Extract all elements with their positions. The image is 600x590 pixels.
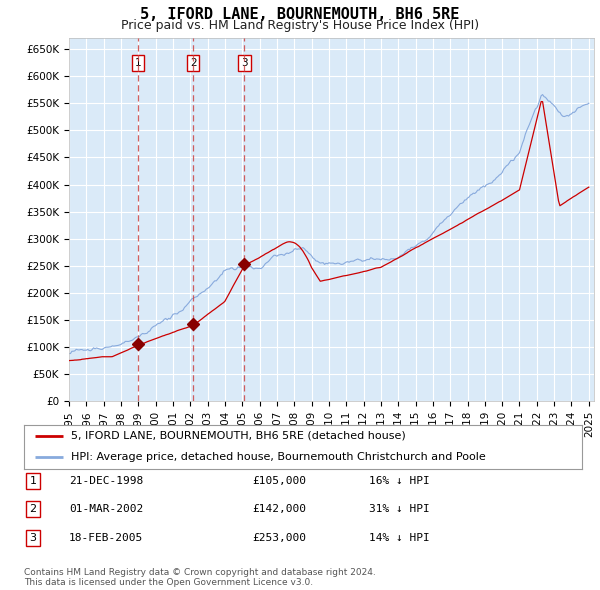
Text: 5, IFORD LANE, BOURNEMOUTH, BH6 5RE (detached house): 5, IFORD LANE, BOURNEMOUTH, BH6 5RE (det… — [71, 431, 406, 441]
Text: HPI: Average price, detached house, Bournemouth Christchurch and Poole: HPI: Average price, detached house, Bour… — [71, 452, 486, 461]
Text: £105,000: £105,000 — [252, 476, 306, 486]
Text: 5, IFORD LANE, BOURNEMOUTH, BH6 5RE: 5, IFORD LANE, BOURNEMOUTH, BH6 5RE — [140, 7, 460, 22]
Text: Price paid vs. HM Land Registry's House Price Index (HPI): Price paid vs. HM Land Registry's House … — [121, 19, 479, 32]
Text: Contains HM Land Registry data © Crown copyright and database right 2024.
This d: Contains HM Land Registry data © Crown c… — [24, 568, 376, 587]
Text: 2: 2 — [190, 58, 197, 68]
Text: 21-DEC-1998: 21-DEC-1998 — [69, 476, 143, 486]
Text: 18-FEB-2005: 18-FEB-2005 — [69, 533, 143, 543]
Text: 1: 1 — [134, 58, 141, 68]
Text: 01-MAR-2002: 01-MAR-2002 — [69, 504, 143, 514]
Text: 31% ↓ HPI: 31% ↓ HPI — [369, 504, 430, 514]
Text: 3: 3 — [29, 533, 37, 543]
Text: 14% ↓ HPI: 14% ↓ HPI — [369, 533, 430, 543]
Text: 16% ↓ HPI: 16% ↓ HPI — [369, 476, 430, 486]
Text: £142,000: £142,000 — [252, 504, 306, 514]
Text: 3: 3 — [241, 58, 248, 68]
Text: 1: 1 — [29, 476, 37, 486]
Text: 2: 2 — [29, 504, 37, 514]
Text: £253,000: £253,000 — [252, 533, 306, 543]
